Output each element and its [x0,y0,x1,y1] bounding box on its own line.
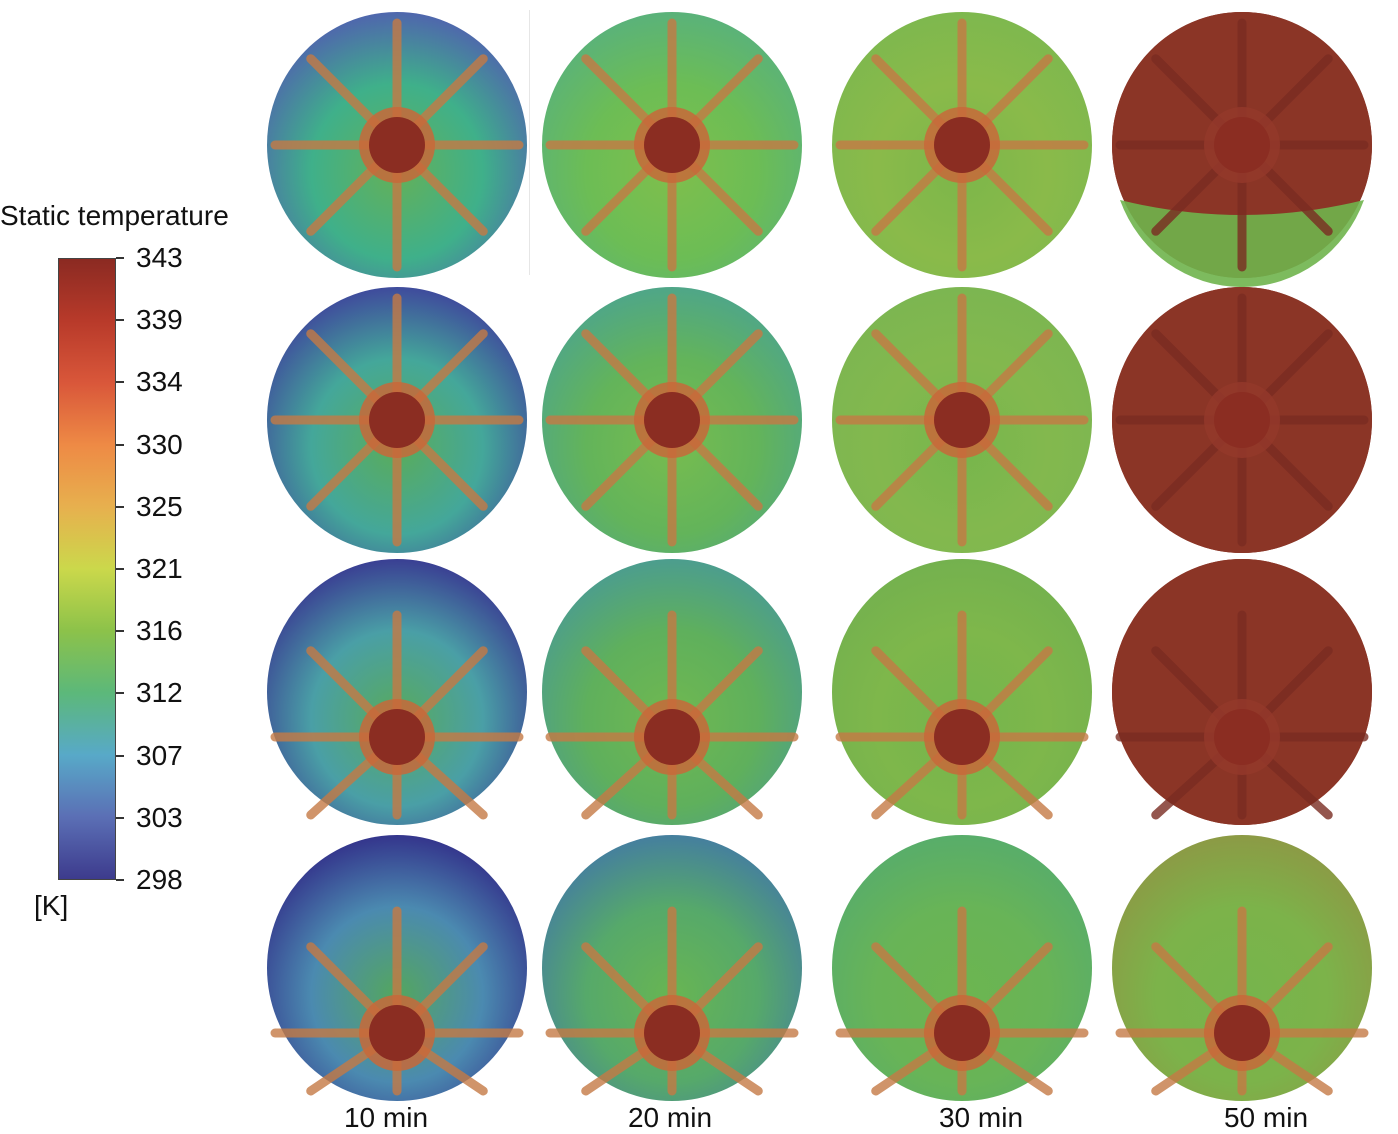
hub-core [369,392,425,448]
colorbar [58,258,116,880]
hub-core [644,709,700,765]
colorbar-tick [116,568,124,570]
colorbar-tick-label: 339 [136,304,183,336]
hub-core [934,1005,990,1061]
hub-core [644,117,700,173]
contour-panel [267,559,527,825]
contour-panel [1112,835,1372,1101]
colorbar-tick-label: 307 [136,739,183,771]
contour-panel [832,559,1092,825]
contour-panel [1112,559,1372,825]
hub-core [934,709,990,765]
unit-label: [K] [34,890,69,921]
contour-panel [267,835,527,1101]
contour-panel [542,12,802,278]
colorbar-tick [116,505,124,508]
hub-core [644,392,700,448]
contour-panel [832,12,1092,278]
column-label-30min: 30 min [938,1102,1024,1133]
contour-panel [1112,12,1372,288]
colorbar-tick [116,879,124,881]
hub-core [369,1005,425,1061]
hub-core [1214,1005,1270,1061]
colorbar-tick-label: 312 [136,677,183,709]
hub-core [644,1005,700,1061]
hub-core [369,117,425,173]
colorbar-tick-label: 330 [136,428,183,460]
colorbar-tick [116,319,124,322]
colorbar-tick [116,692,124,695]
contour-panel [542,835,802,1101]
hub-core [369,709,425,765]
colorbar-tick [116,381,124,384]
contour-panel [542,559,802,825]
column-label-10min: 10 min [343,1102,429,1133]
contour-panel [542,287,802,553]
contour-panel [832,287,1092,553]
colorbar-tick-label: 321 [136,553,183,584]
colorbar-tick-label: 334 [136,366,183,398]
legend-title: Static temperature [0,200,229,231]
contour-panel [267,12,527,278]
contour-panel [267,287,527,553]
hub-core [1214,709,1270,765]
hub-core [1214,117,1270,173]
colorbar-tick-label: 325 [136,490,183,522]
hub-core [934,117,990,173]
contour-panel [832,835,1092,1101]
column-label-20min: 20 min [627,1102,713,1133]
hub-core [1214,392,1270,448]
colorbar-tick [116,816,124,819]
column-label-50min: 50 min [1223,1102,1309,1133]
colorbar-tick-label: 298 [136,864,183,895]
colorbar-tick [116,257,124,259]
colorbar-tick [116,630,124,633]
colorbar-tick-label: 303 [136,801,183,833]
colorbar-tick-label: 343 [136,242,183,273]
colorbar-tick [116,754,124,757]
panel-separator [529,10,530,275]
hub-core [934,392,990,448]
colorbar-tick [116,443,124,446]
colorbar-tick-label: 316 [136,615,183,647]
contour-panel [1112,287,1372,553]
